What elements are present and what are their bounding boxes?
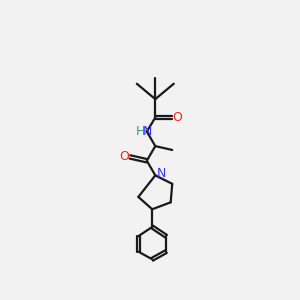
Text: N: N (157, 167, 166, 180)
Text: O: O (173, 111, 183, 124)
Text: O: O (120, 150, 129, 164)
Text: N: N (143, 125, 152, 138)
Text: H: H (136, 125, 145, 138)
